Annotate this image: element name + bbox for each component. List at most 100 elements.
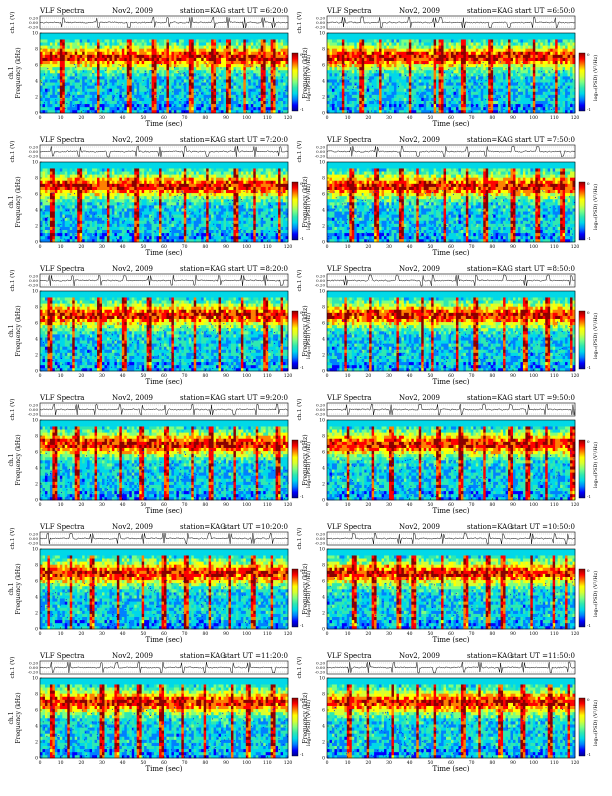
spectrogram-cell xyxy=(233,104,236,107)
spectrogram-cell xyxy=(439,36,442,39)
spectrogram-cell xyxy=(52,98,55,101)
spectrogram-cell xyxy=(352,85,355,88)
spectrogram-cell xyxy=(124,79,127,82)
spectrogram-cell xyxy=(45,95,48,98)
spectrogram-cell xyxy=(62,101,65,104)
spectrogram-cell xyxy=(132,101,135,104)
spectrogram-cell xyxy=(228,88,231,91)
spectrogram-cell xyxy=(57,42,60,45)
spectrogram-cell xyxy=(528,104,531,107)
spectrogram-cell xyxy=(134,76,137,79)
spectrogram-cell xyxy=(449,55,452,58)
spectrogram-cell xyxy=(401,39,404,42)
spectrogram-cell xyxy=(337,73,340,76)
spectrogram-cell xyxy=(436,67,439,70)
spectrogram-cell xyxy=(164,70,167,73)
spectrogram-cell xyxy=(473,39,476,42)
spectrogram-speckle xyxy=(136,83,137,84)
spectrogram-cell xyxy=(266,67,269,70)
spectrogram-cell xyxy=(496,101,499,104)
spectrogram-cell xyxy=(396,104,399,107)
spectrogram-cell xyxy=(369,85,372,88)
spectrogram-cell xyxy=(117,36,120,39)
spectrogram-cell xyxy=(271,48,274,51)
spectrogram-cell xyxy=(533,98,536,101)
spectrogram-cell xyxy=(258,82,261,85)
spectrogram-cell xyxy=(216,73,219,76)
spectrogram-cell xyxy=(233,58,236,61)
spectrogram-cell xyxy=(67,48,70,51)
spectrogram-cell xyxy=(60,64,63,67)
spectrogram-cell xyxy=(256,70,259,73)
spectrogram-cell xyxy=(525,51,528,54)
spectrogram-cell xyxy=(109,73,112,76)
spectrogram-cell xyxy=(426,104,429,107)
spectrogram-cell xyxy=(364,61,367,64)
spectrogram-cell xyxy=(50,48,53,51)
spectrogram-cell xyxy=(513,33,516,36)
spectrogram-cell xyxy=(434,33,437,36)
spectrogram-cell xyxy=(248,73,251,76)
spectrogram-cell xyxy=(523,42,526,45)
spectrogram-cell xyxy=(184,64,187,67)
spectrogram-cell xyxy=(419,51,422,54)
spectrogram-cell xyxy=(364,79,367,82)
spectrogram-cell xyxy=(70,55,73,58)
spectrogram-cell xyxy=(65,55,68,58)
spectrogram-cell xyxy=(401,95,404,98)
spectrogram-cell xyxy=(334,67,337,70)
spectrogram-cell xyxy=(206,73,209,76)
spectrogram-speckle xyxy=(41,82,42,83)
spectrogram-cell xyxy=(186,85,189,88)
spectrogram-cell xyxy=(513,95,516,98)
spectrogram-cell xyxy=(421,61,424,64)
spectrogram-cell xyxy=(359,107,362,110)
spectrogram-cell xyxy=(216,107,219,110)
spectrogram-cell xyxy=(204,70,207,73)
spectrogram-cell xyxy=(104,98,107,101)
spectrogram-cell xyxy=(481,73,484,76)
spectrogram-cell xyxy=(446,39,449,42)
spectrogram-cell xyxy=(364,104,367,107)
spectrogram-cell xyxy=(104,51,107,54)
spectrogram-cell xyxy=(337,70,340,73)
spectrogram-cell xyxy=(142,33,145,36)
spectrogram-cell xyxy=(511,58,514,61)
spectrogram-cell xyxy=(112,91,115,94)
spectrogram-cell xyxy=(75,79,78,82)
spectrogram-cell xyxy=(55,64,58,67)
spectrogram-cell xyxy=(421,58,424,61)
spectrogram-cell xyxy=(268,76,271,79)
spectrogram-cell xyxy=(266,64,269,67)
spectrogram-cell xyxy=(466,82,469,85)
spectrogram-cell xyxy=(60,95,63,98)
spectrogram-cell xyxy=(334,91,337,94)
spectrogram-cell xyxy=(221,67,224,70)
spectrogram-cell xyxy=(97,98,100,101)
spectrogram-cell xyxy=(47,36,50,39)
spectrogram-cell xyxy=(369,104,372,107)
spectrogram-cell xyxy=(327,88,330,91)
spectrogram-cell xyxy=(446,98,449,101)
spectrogram-cell xyxy=(394,73,397,76)
spectrogram-cell xyxy=(352,104,355,107)
spectrogram-cell xyxy=(100,33,103,36)
spectrogram-cell xyxy=(179,101,182,104)
spectrogram-cell xyxy=(211,48,214,51)
spectrogram-cell xyxy=(95,76,98,79)
spectrogram-cell xyxy=(362,45,365,48)
spectrogram-cell xyxy=(439,58,442,61)
spectrogram-cell xyxy=(201,95,204,98)
spectrogram-cell xyxy=(137,98,140,101)
spectrogram-cell xyxy=(528,82,531,85)
spectrogram-cell xyxy=(404,67,407,70)
spectrogram-cell xyxy=(456,82,459,85)
spectrogram-cell xyxy=(513,88,516,91)
spectrogram-cell xyxy=(45,58,48,61)
spectrogram-cell xyxy=(449,42,452,45)
spectrogram-cell xyxy=(506,51,509,54)
spectrogram-cell xyxy=(114,76,117,79)
spectrogram-cell xyxy=(431,58,434,61)
spectrogram-cell xyxy=(100,39,103,42)
spectrogram-cell xyxy=(117,42,120,45)
